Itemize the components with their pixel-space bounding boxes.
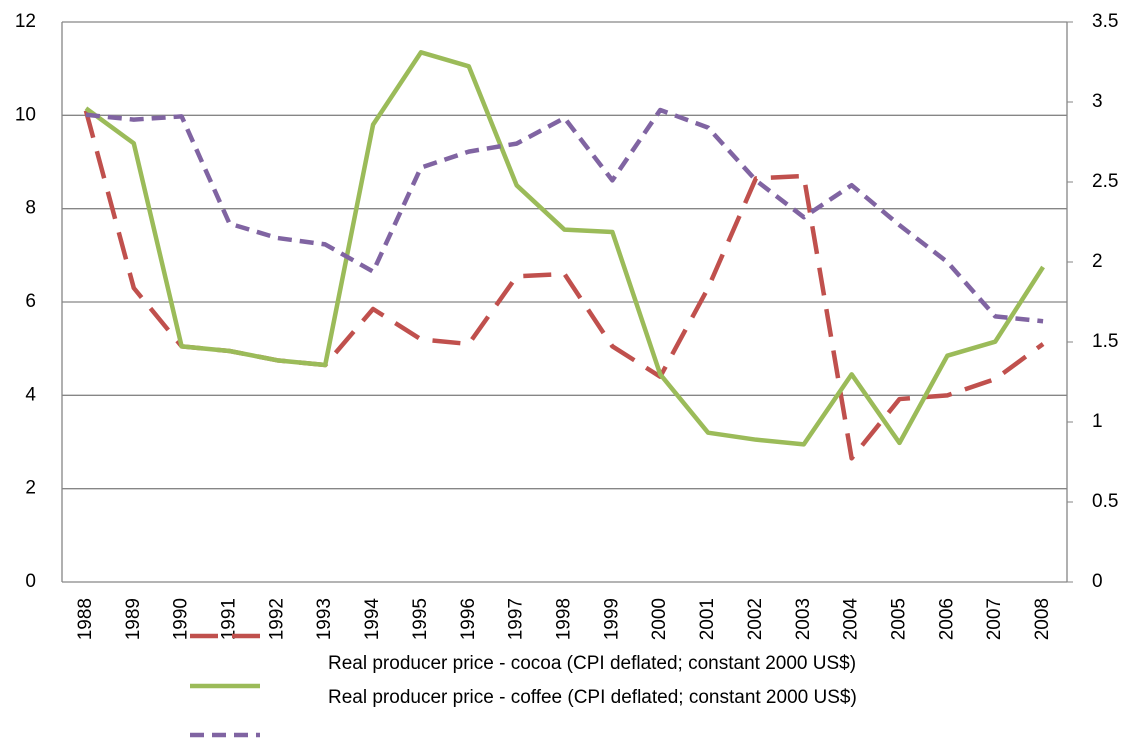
y2-tick-label: 1.5 [1092,331,1118,352]
x-tick-label: 1995 [410,598,431,640]
x-tick-label: 2002 [745,598,766,640]
x-tick-label: 1998 [554,598,575,640]
y2-tick-label: 0 [1092,571,1103,592]
y-tick-label: 4 [25,384,36,405]
x-tick-label: 2001 [697,598,718,640]
x-tick-label: 1997 [506,598,527,640]
x-tick-label: 1989 [123,598,144,640]
x-tick-label: 2006 [936,598,957,640]
y-tick-label: 8 [25,198,36,219]
series-line [84,50,1045,447]
x-tick-label: 1992 [266,598,287,640]
y2-tick-label: 3.5 [1092,11,1118,32]
x-tick-label: 1999 [601,598,622,640]
y-tick-label: 10 [15,104,36,125]
x-tick-label: 2005 [889,598,910,640]
series-line [85,107,1044,324]
y2-tick-label: 2.5 [1092,171,1118,192]
x-tick-label: 1996 [458,598,479,640]
y-tick-label: 0 [25,571,36,592]
y-tick-label: 12 [15,11,36,32]
x-tick-label: 2007 [984,598,1005,640]
x-tick-label: 1988 [75,598,96,640]
y-tick-label: 6 [25,291,36,312]
y2-tick-label: 1 [1092,411,1103,432]
y2-tick-label: 0.5 [1092,491,1118,512]
x-tick-label: 1991 [219,598,240,640]
x-tick-label: 2004 [841,598,862,641]
legend-label: Real producer price - cocoa (CPI deflate… [328,653,856,674]
x-tick-label: 2000 [649,598,670,640]
x-tick-label: 1990 [171,598,192,640]
y-tick-label: 2 [25,478,36,499]
y2-tick-label: 2 [1092,251,1103,272]
x-tick-label: 2008 [1032,598,1053,640]
y2-tick-label: 3 [1092,91,1103,112]
x-tick-label: 1994 [362,598,383,641]
x-tick-label: 1993 [314,598,335,640]
legend-label: Real producer price - coffee (CPI deflat… [328,687,857,708]
series-line [83,110,1045,461]
x-tick-label: 2003 [793,598,814,640]
